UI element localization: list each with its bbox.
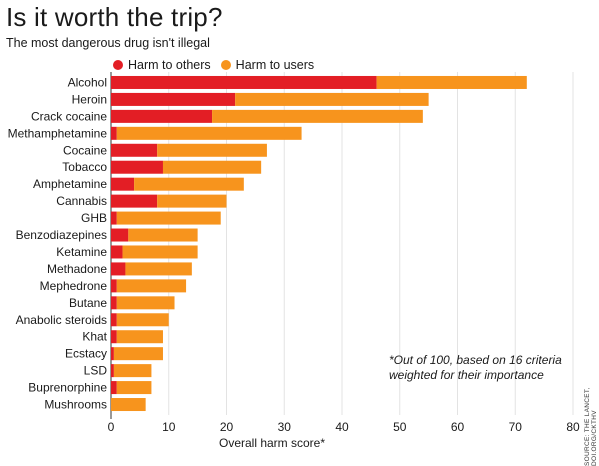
- bar-harm-to-others: [111, 211, 117, 225]
- bar-harm-to-users: [212, 109, 423, 123]
- x-tick-label: 70: [509, 420, 523, 434]
- bar-harm-to-users: [116, 381, 152, 395]
- bar-harm-to-users: [116, 313, 169, 327]
- bar-harm-to-others: [111, 296, 117, 310]
- legend-swatch-others: [113, 60, 123, 70]
- bar-harm-to-users: [113, 347, 163, 361]
- category-label: Heroin: [72, 92, 107, 106]
- legend-swatch-users: [220, 60, 231, 70]
- category-label: GHB: [81, 211, 107, 225]
- chart-subtitle: The most dangerous drug isn't illegal: [6, 36, 210, 50]
- bar-harm-to-others: [111, 75, 377, 89]
- bar-harm-to-others: [111, 92, 236, 106]
- x-tick-label: 40: [335, 420, 349, 434]
- bar-harm-to-others: [111, 262, 126, 276]
- bar-harm-to-others: [111, 109, 213, 123]
- bar-harm-to-users: [128, 228, 198, 242]
- bar-harm-to-users: [162, 160, 262, 174]
- x-axis-title: Overall harm score*: [219, 436, 325, 450]
- bar-harm-to-users: [116, 279, 187, 293]
- bar-harm-to-others: [111, 381, 117, 395]
- category-label: Butane: [69, 296, 107, 310]
- x-tick-label: 60: [451, 420, 465, 434]
- category-label: Amphetamine: [33, 177, 107, 191]
- category-label: Mushrooms: [44, 398, 107, 412]
- bar-harm-to-users: [116, 211, 221, 225]
- bar-harm-to-others: [111, 364, 114, 378]
- category-label: Alcohol: [68, 75, 107, 89]
- chart-title: Is it worth the trip?: [6, 2, 223, 32]
- x-tick-label: 30: [278, 420, 292, 434]
- bar-harm-to-users: [376, 75, 527, 89]
- bar-harm-to-others: [111, 143, 158, 157]
- x-tick-label: 80: [566, 420, 580, 434]
- footnote: *Out of 100, based on 16 criteria weight…: [389, 353, 562, 382]
- bar-harm-to-others: [111, 194, 158, 208]
- bar-harm-to-users: [113, 364, 152, 378]
- legend: Harm to others Harm to users: [113, 58, 324, 72]
- bar-harm-to-others: [111, 160, 163, 174]
- category-label: Cannabis: [56, 194, 107, 208]
- legend-label-others: Harm to others: [128, 58, 211, 72]
- category-label: Methadone: [47, 262, 107, 276]
- legend-label-users: Harm to users: [235, 58, 315, 72]
- category-label: Ecstacy: [65, 347, 107, 361]
- x-tick-label: 50: [393, 420, 407, 434]
- bar-harm-to-users: [111, 398, 146, 412]
- category-label: Buprenorphine: [28, 381, 107, 395]
- x-tick-label: 0: [108, 420, 115, 434]
- category-label: Crack cocaine: [31, 109, 107, 123]
- x-tick-label: 20: [220, 420, 234, 434]
- category-label: Mephedrone: [40, 279, 108, 293]
- bar-harm-to-users: [157, 143, 267, 157]
- bar-harm-to-users: [134, 177, 244, 191]
- bar-harm-to-users: [116, 296, 175, 310]
- category-label: LSD: [84, 364, 108, 378]
- category-label: Methamphetamine: [8, 126, 108, 140]
- bar-harm-to-users: [157, 194, 227, 208]
- bar-harm-to-users: [125, 262, 192, 276]
- bar-harm-to-others: [111, 126, 117, 140]
- bar-harm-to-others: [111, 313, 117, 327]
- bar-harm-to-others: [111, 177, 135, 191]
- source-credit: SOURCE: THE LANCET, DOI.ORG/CKTHV: [584, 387, 598, 466]
- bar-harm-to-others: [111, 347, 114, 361]
- category-label: Tobacco: [62, 160, 107, 174]
- bar-harm-to-others: [111, 279, 117, 293]
- bar-harm-to-users: [122, 245, 198, 259]
- category-label: Anabolic steroids: [16, 313, 107, 327]
- bar-harm-to-users: [235, 92, 429, 106]
- x-tick-label: 10: [162, 420, 176, 434]
- bar-harm-to-others: [111, 330, 117, 344]
- legend-item-others: Harm to others: [113, 58, 211, 72]
- category-label: Benzodiazepines: [16, 228, 107, 242]
- bar-harm-to-others: [111, 228, 129, 242]
- bar-harm-to-users: [116, 126, 302, 140]
- bar-harm-to-users: [116, 330, 163, 344]
- category-label: Khat: [82, 330, 107, 344]
- legend-item-users: Harm to users: [220, 58, 315, 72]
- category-label: Cocaine: [63, 143, 107, 157]
- bar-harm-to-others: [111, 245, 123, 259]
- category-label: Ketamine: [56, 245, 107, 259]
